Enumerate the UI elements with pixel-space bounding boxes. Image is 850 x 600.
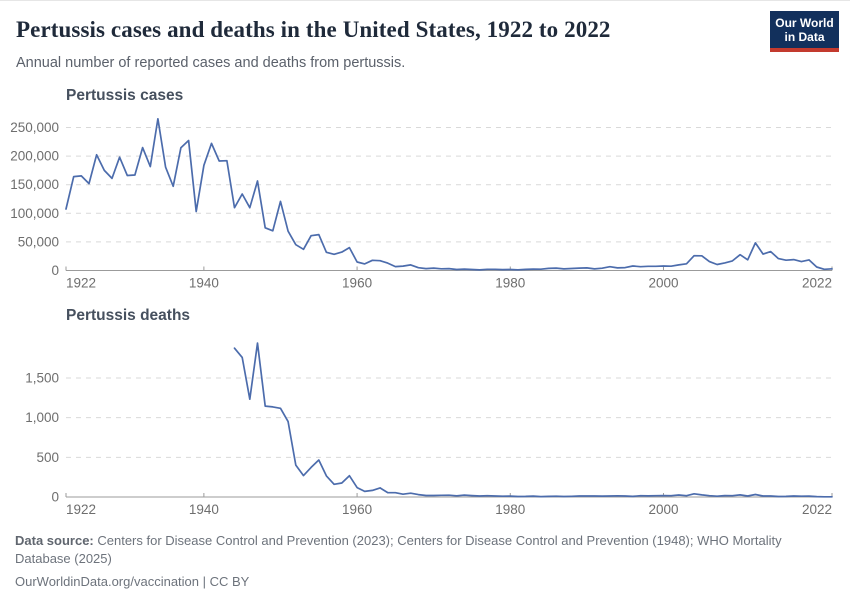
x-tick-label: 2022 xyxy=(802,276,832,291)
page-title: Pertussis cases and deaths in the United… xyxy=(16,17,611,42)
x-tick-label: 1940 xyxy=(189,276,219,291)
x-tick-label: 2000 xyxy=(648,276,678,291)
x-tick-label: 1922 xyxy=(66,276,96,291)
y-tick-label: 150,000 xyxy=(10,177,59,192)
data-line xyxy=(65,117,833,271)
y-tick-label: 500 xyxy=(36,450,59,465)
y-tick-label: 250,000 xyxy=(10,120,59,135)
x-tick-label: 1960 xyxy=(342,276,372,291)
y-tick-label: 200,000 xyxy=(10,149,59,164)
owid-logo-line1: Our World xyxy=(775,16,834,30)
owid-logo-line2: in Data xyxy=(784,30,825,44)
deaths-line-chart: 0 500 1,000 1,500 1922 1940 1960 1980 2000 2022 xyxy=(25,342,833,517)
citation-line: OurWorldinData.org/vaccination | CC BY xyxy=(15,574,250,589)
y-tick-label: 0 xyxy=(51,490,59,505)
data-source-label: Data source: xyxy=(15,533,94,548)
x-tick-label: 1960 xyxy=(342,502,372,517)
chart-title-cases: Pertussis cases xyxy=(66,87,184,104)
page-subtitle: Annual number of reported cases and deat… xyxy=(16,55,406,71)
x-tick-label: 1980 xyxy=(495,276,525,291)
y-tick-label: 50,000 xyxy=(18,234,59,249)
x-tick-label: 2022 xyxy=(802,502,832,517)
data-source-line: Data source: Centers for Disease Control… xyxy=(15,532,829,567)
y-tick-label: 0 xyxy=(51,263,59,278)
y-tick-label: 100,000 xyxy=(10,206,59,221)
x-tick-label: 1922 xyxy=(66,502,96,517)
chart-footer: Data source: Centers for Disease Control… xyxy=(15,532,829,591)
data-line xyxy=(233,342,833,498)
cases-line-chart: 0 50,000 100,000 150,000 200,000 250,000 1922 1… xyxy=(10,117,833,291)
x-tick-label: 1940 xyxy=(189,502,219,517)
y-tick-label: 1,000 xyxy=(25,410,59,425)
y-tick-label: 1,500 xyxy=(25,371,59,386)
data-source-text: Centers for Disease Control and Preventi… xyxy=(15,533,782,566)
x-tick-label: 1980 xyxy=(495,502,525,517)
chart-title-deaths: Pertussis deaths xyxy=(66,307,191,324)
owid-logo: Our World in Data xyxy=(770,11,839,52)
x-tick-label: 2000 xyxy=(648,502,678,517)
